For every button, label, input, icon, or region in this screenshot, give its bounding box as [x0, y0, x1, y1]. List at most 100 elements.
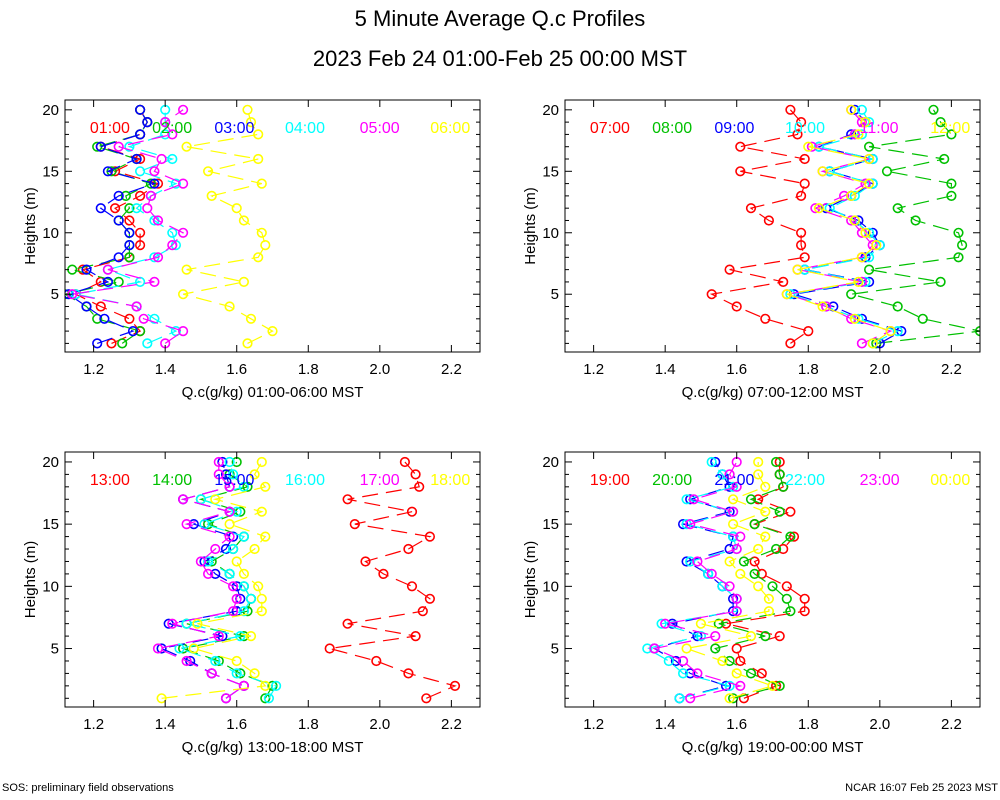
data-point: [228, 543, 239, 555]
data-point: [113, 141, 124, 152]
data-point: [803, 141, 814, 152]
data-point: [117, 338, 128, 349]
legend-label-03:00: 03:00: [214, 120, 254, 137]
chart-panel-3: 1.2 1.4 1.6 1.8 2.0 2.2 5 10 15 20 Q.c(g/kg) 13:00…: [22, 451, 481, 756]
legend-label-12:00: 12:00: [930, 120, 970, 137]
data-point: [774, 680, 785, 692]
data-point: [102, 166, 113, 177]
data-point: [778, 276, 789, 288]
data-point: [242, 104, 253, 115]
x-tick-label: 2.2: [441, 716, 462, 733]
series-line-08:00: [851, 109, 980, 344]
data-point: [706, 289, 717, 300]
data-point: [228, 606, 239, 617]
data-point: [95, 301, 106, 312]
data-point: [220, 693, 232, 704]
data-point: [871, 240, 882, 251]
data-point: [881, 166, 893, 177]
data-point: [267, 680, 278, 692]
data-point: [974, 326, 980, 337]
data-point: [324, 643, 335, 654]
data-point: [953, 252, 964, 263]
y-tick-label: 10: [42, 225, 59, 242]
data-point: [846, 104, 857, 115]
data-point: [767, 581, 778, 592]
data-point: [785, 289, 796, 300]
data-point: [102, 264, 113, 275]
y-axis-label: Heights (m): [22, 187, 39, 265]
data-point: [724, 581, 735, 592]
data-point: [799, 252, 810, 263]
data-point: [260, 531, 271, 542]
data-point: [152, 643, 164, 654]
legend-label-02:00: 02:00: [152, 120, 192, 137]
data-point: [92, 338, 103, 349]
data-point: [213, 630, 224, 642]
x-tick-label: 1.2: [583, 716, 604, 733]
data-point: [228, 469, 239, 480]
data-point: [685, 668, 696, 679]
data-point: [745, 494, 757, 505]
data-point: [206, 190, 217, 201]
data-point: [863, 252, 875, 263]
data-point: [199, 518, 210, 530]
data-point: [892, 301, 903, 312]
data-point: [727, 481, 739, 492]
data-point: [774, 469, 785, 480]
data-point: [910, 215, 921, 226]
legend-label-20:00: 20:00: [652, 472, 692, 489]
data-point: [178, 289, 189, 300]
series-line-15:00: [159, 461, 246, 699]
data-point: [231, 203, 242, 214]
data-point: [263, 693, 275, 704]
data-point: [95, 203, 106, 214]
data-point: [731, 593, 742, 604]
x-tick-label: 2.2: [941, 716, 962, 733]
data-point: [67, 264, 78, 275]
legend-label-11:00: 11:00: [860, 120, 899, 137]
data-point: [753, 494, 764, 505]
data-point: [745, 203, 757, 214]
data-point: [860, 227, 871, 238]
data-point: [642, 643, 653, 654]
data-point: [238, 568, 249, 580]
data-point: [727, 531, 739, 542]
x-tick-label: 2.2: [441, 361, 462, 378]
data-point: [846, 190, 857, 201]
plot-frame: [64, 451, 481, 708]
data-point: [210, 655, 221, 667]
data-point: [149, 313, 160, 324]
data-point: [935, 276, 946, 288]
data-point: [763, 215, 775, 226]
data-point: [124, 227, 135, 238]
data-point: [152, 215, 164, 226]
x-tick-label: 1.8: [798, 361, 819, 378]
data-point: [174, 643, 185, 654]
data-point: [710, 643, 721, 654]
data-point: [770, 456, 782, 468]
data-point: [131, 153, 142, 165]
data-point: [149, 276, 160, 288]
data-point: [145, 190, 156, 201]
data-point: [781, 289, 792, 300]
data-point: [749, 568, 760, 580]
data-point: [688, 494, 699, 505]
data-point: [167, 153, 178, 165]
data-point: [685, 693, 696, 704]
data-point: [953, 227, 964, 238]
data-point: [238, 581, 249, 592]
data-point: [731, 543, 742, 555]
chart-panel-4: 1.2 1.4 1.6 1.8 2.0 2.2 5 10 15 20 Q.c(g/kg) 19:00…: [522, 451, 981, 756]
data-point: [849, 313, 860, 324]
series-line-17:00: [156, 462, 246, 699]
legend-label-04:00: 04:00: [285, 120, 325, 137]
data-point: [238, 481, 249, 492]
series-line-20:00: [714, 461, 792, 699]
figure-subtitle: 2023 Feb 24 01:00-Feb 25 00:00 MST: [313, 46, 687, 71]
data-point: [249, 469, 260, 480]
data-point: [109, 203, 121, 214]
data-point: [735, 680, 746, 692]
series-line-16:00: [177, 461, 277, 699]
data-point: [674, 693, 685, 704]
data-point: [660, 618, 671, 629]
